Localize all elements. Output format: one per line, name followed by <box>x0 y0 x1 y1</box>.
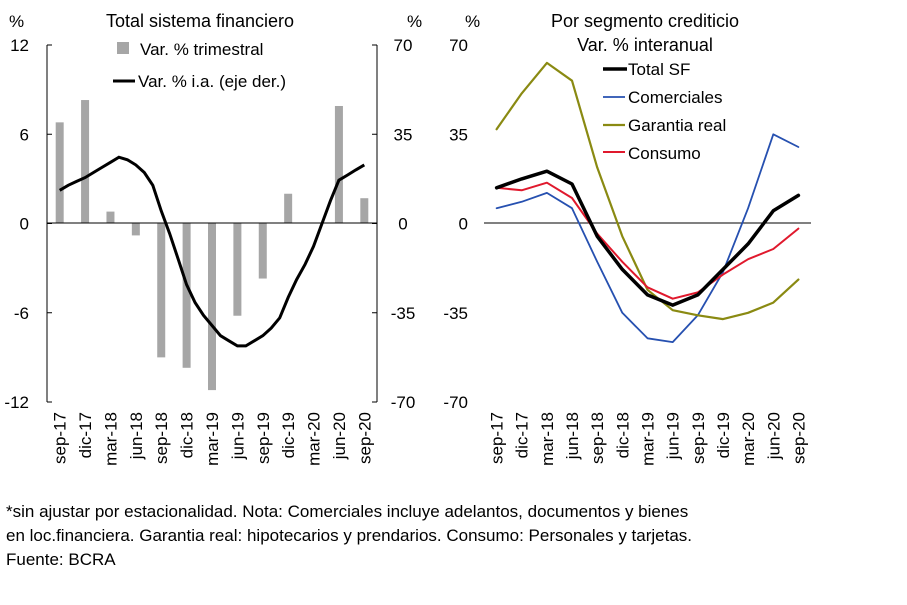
left-axis-unit: % <box>9 12 24 31</box>
bar-sep-17 <box>55 122 64 224</box>
x-tick-label-sep-20: sep-20 <box>355 412 374 464</box>
right-chart-title: Por segmento crediticio <box>551 11 739 31</box>
bar-series <box>55 100 369 391</box>
x-tick-label-mar-19: mar-19 <box>203 412 222 466</box>
left-chart-title: Total sistema financiero <box>106 11 294 31</box>
left-legend: Var. % trimestral Var. % i.a. (eje der.) <box>113 40 286 91</box>
series-line-consumo <box>495 181 800 300</box>
series-line-garantia-real <box>495 61 800 321</box>
bar-jun-20 <box>334 105 343 224</box>
left-chart: % % Total sistema financiero 12 6 0 -6 -12 7… <box>4 11 422 466</box>
bar-sep-20 <box>360 198 369 224</box>
right-chart-y-ticks: 70 35 0 -35 -70 <box>443 36 468 412</box>
legend-label-garantia: Garantia real <box>628 116 726 135</box>
right-y-tick-label: -70 <box>391 393 416 412</box>
right-chart-y-tick-label: 70 <box>449 36 468 55</box>
left-y-tick-label: -6 <box>14 304 29 323</box>
bar-dic-17 <box>81 100 90 224</box>
series-line-comerciales <box>495 133 800 344</box>
right-x-tick-label-dic-17: dic-17 <box>513 412 532 458</box>
legend-swatch-bars <box>117 42 129 54</box>
right-x-tick-label-sep-20: sep-20 <box>789 412 808 464</box>
right-y-tick-label: -35 <box>391 304 416 323</box>
x-tick-labels: sep-17 dic-17 mar-18 jun-18 sep-18 dic-18 mar-… <box>51 412 375 466</box>
left-y-tick-label: 6 <box>20 125 29 144</box>
right-y-tick-label: 70 <box>394 36 413 55</box>
x-tick-label-sep-18: sep-18 <box>152 412 171 464</box>
right-x-tick-label-sep-18: sep-18 <box>588 412 607 464</box>
x-tick-label-mar-18: mar-18 <box>101 412 120 466</box>
x-tick-label-dic-19: dic-19 <box>279 412 298 458</box>
right-x-tick-label-dic-18: dic-18 <box>613 412 632 458</box>
bar-mar-18 <box>106 211 115 224</box>
x-tick-label-jun-20: jun-20 <box>330 412 349 460</box>
right-chart-subtitle: Var. % interanual <box>577 35 713 55</box>
right-x-tick-label-sep-19: sep-19 <box>689 412 708 464</box>
footnote-line-3: Fuente: BCRA <box>6 550 116 569</box>
bar-jun-18 <box>131 223 140 236</box>
right-y-tick-label: 35 <box>394 125 413 144</box>
bar-dic-19 <box>284 193 293 224</box>
left-y-tick-label: 0 <box>20 215 29 234</box>
left-y-tick-label: 12 <box>10 36 29 55</box>
x-tick-label-jun-18: jun-18 <box>127 412 146 460</box>
line-var-ia <box>58 155 366 348</box>
x-tick-label-dic-17: dic-17 <box>76 412 95 458</box>
right-legend: Total SF Comerciales Garantia real Consu… <box>603 60 726 163</box>
x-tick-label-sep-19: sep-19 <box>254 412 273 464</box>
right-x-tick-label-mar-19: mar-19 <box>639 412 658 466</box>
left-y-tick-label: -12 <box>4 393 29 412</box>
right-x-tick-labels: sep-17 dic-17 mar-18 jun-18 sep-18 dic-18 mar-… <box>488 412 809 466</box>
left-y-ticks: 12 6 0 -6 -12 <box>4 36 29 412</box>
right-x-tick-label-mar-18: mar-18 <box>538 412 557 466</box>
right-y-ticks: 70 35 0 -35 -70 <box>391 36 416 412</box>
x-tick-label-jun-19: jun-19 <box>228 412 247 460</box>
right-x-tick-label-sep-17: sep-17 <box>488 412 507 464</box>
right-y-tick-label: 0 <box>398 215 407 234</box>
right-chart-unit: % <box>465 12 480 31</box>
right-chart-y-tick-label: -35 <box>443 304 468 323</box>
bar-jun-19 <box>233 223 242 316</box>
legend-label-comerciales: Comerciales <box>628 88 722 107</box>
footnote-line-1: *sin ajustar por estacionalidad. Nota: C… <box>6 502 689 521</box>
line-series <box>494 61 801 344</box>
right-x-tick-label-jun-19: jun-19 <box>664 412 683 460</box>
right-chart-y-tick-label: 0 <box>459 215 468 234</box>
right-axis-unit: % <box>407 12 422 31</box>
legend-label-bars: Var. % trimestral <box>140 40 263 59</box>
right-chart-y-tick-label: 35 <box>449 125 468 144</box>
axis-tick-marks <box>47 44 377 403</box>
right-x-tick-label-mar-20: mar-20 <box>739 412 758 466</box>
footnote: *sin ajustar por estacionalidad. Nota: C… <box>6 500 896 572</box>
right-chart: % Por segmento crediticio Var. % interan… <box>443 11 811 466</box>
bar-sep-19 <box>258 223 267 279</box>
x-tick-label-dic-18: dic-18 <box>178 412 197 458</box>
x-tick-label-mar-20: mar-20 <box>305 412 324 466</box>
x-tick-label-sep-17: sep-17 <box>51 412 70 464</box>
right-chart-y-tick-label: -70 <box>443 393 468 412</box>
series-line-total-sf <box>494 169 801 307</box>
right-x-tick-label-jun-18: jun-18 <box>563 412 582 460</box>
bar-sep-18 <box>157 223 166 358</box>
right-x-tick-label-dic-19: dic-19 <box>714 412 733 458</box>
bar-dic-18 <box>182 223 191 368</box>
right-x-tick-label-jun-20: jun-20 <box>764 412 783 460</box>
bar-mar-19 <box>208 223 216 391</box>
legend-label-consumo: Consumo <box>628 144 701 163</box>
footnote-line-2: en loc.financiera. Garantia real: hipote… <box>6 526 693 545</box>
legend-label-total: Total SF <box>628 60 690 79</box>
legend-label-line: Var. % i.a. (eje der.) <box>138 72 286 91</box>
